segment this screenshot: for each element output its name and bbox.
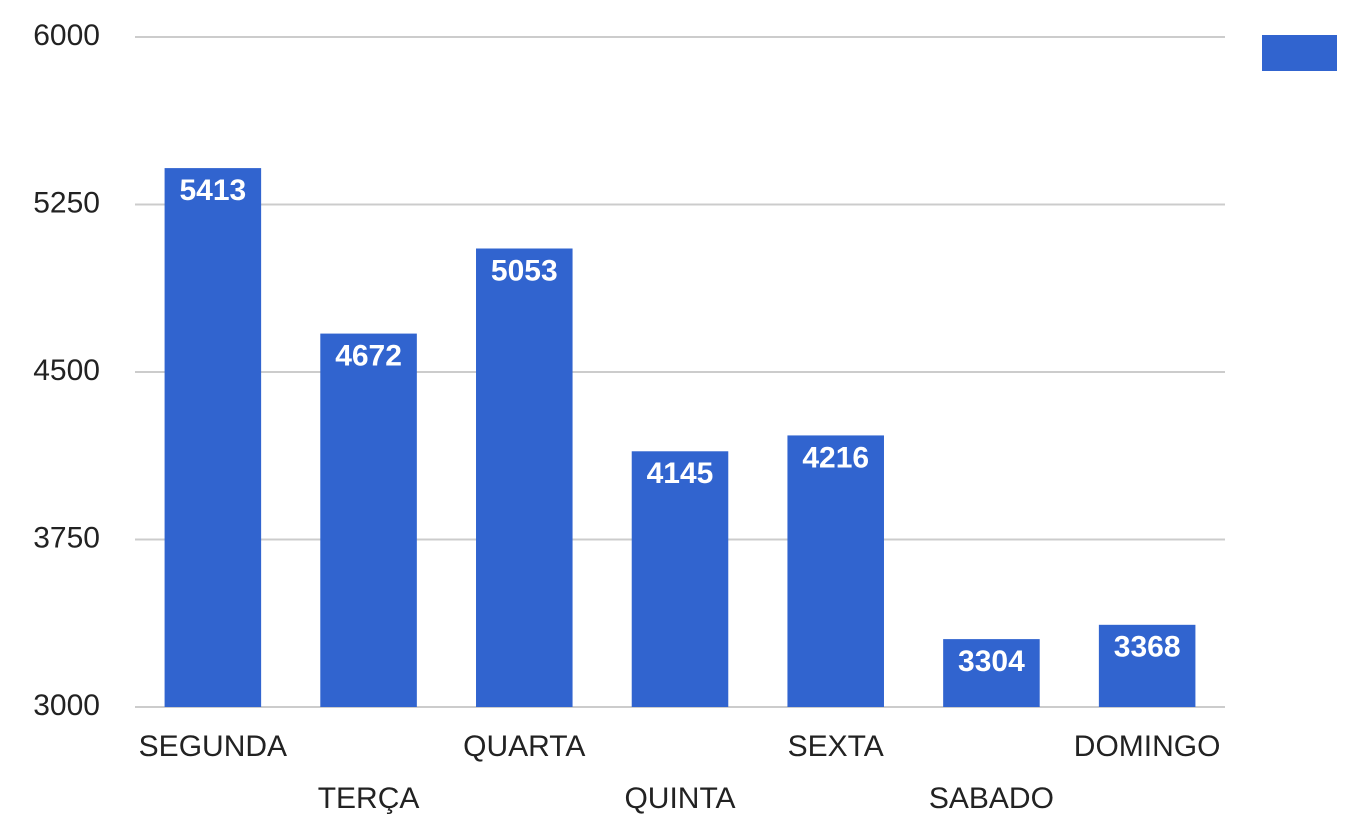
x-tick-label: QUINTA <box>624 782 735 815</box>
x-tick-label: DOMINGO <box>1074 730 1221 763</box>
value-label: 5053 <box>491 254 558 287</box>
bar <box>631 451 729 707</box>
bar <box>1098 624 1196 707</box>
y-tick-label: 5250 <box>33 186 100 219</box>
y-tick-label: 3750 <box>33 521 100 554</box>
value-label: 4145 <box>647 457 714 490</box>
x-tick-label: TERÇA <box>318 782 420 815</box>
y-tick-label: 6000 <box>33 19 100 52</box>
value-label: 4216 <box>802 441 869 474</box>
bar <box>787 435 884 707</box>
x-tick-label: SEGUNDA <box>139 730 287 763</box>
value-label: 3368 <box>1114 631 1181 664</box>
value-label: 4672 <box>335 340 402 373</box>
legend-swatch <box>1262 35 1337 71</box>
y-tick-label: 3000 <box>33 689 100 722</box>
value-label: 5413 <box>179 174 246 207</box>
bar <box>476 248 573 707</box>
x-tick-label: SEXTA <box>788 730 884 763</box>
x-tick-label: QUARTA <box>463 730 585 763</box>
value-label: 3304 <box>958 645 1025 678</box>
bar <box>320 333 417 707</box>
y-tick-label: 4500 <box>33 354 100 387</box>
x-tick-label: SABADO <box>929 782 1054 815</box>
bar <box>943 639 1040 707</box>
bar <box>164 168 262 707</box>
